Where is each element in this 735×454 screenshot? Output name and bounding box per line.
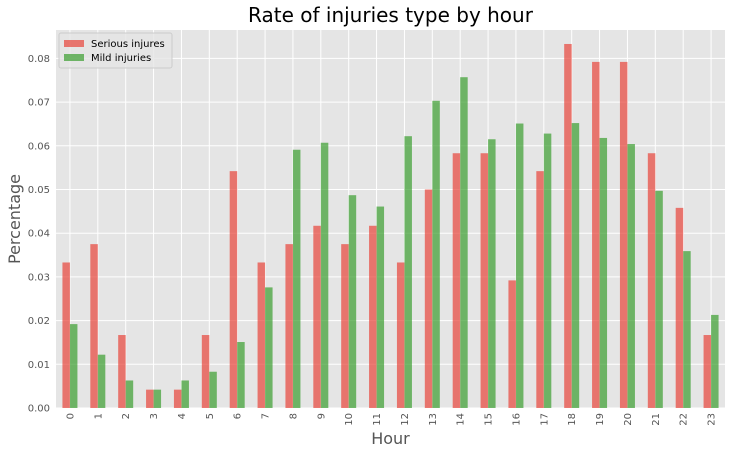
bar-serious [396,262,405,408]
legend-swatch-mild [64,54,84,61]
bar-mild [460,77,468,408]
bar-mild [209,371,217,408]
bar-serious [201,335,210,408]
y-tick-label: 0.03 [28,272,50,283]
x-tick-label: 7 [261,413,272,419]
bar-mild [711,314,719,408]
x-axis-title: Hour [371,429,410,448]
bar-mild [683,251,691,408]
bar-mild [515,123,524,409]
x-tick-label: 14 [456,413,467,426]
y-tick-label: 0.01 [28,360,50,371]
x-tick-label: 13 [428,413,439,426]
y-tick-label: 0.05 [28,185,50,196]
bar-serious [118,335,126,408]
bar-serious [229,171,238,408]
bar-serious [146,389,154,408]
plot-area [56,30,725,408]
x-tick-label: 11 [372,413,383,426]
legend: Serious injures Mild injuries [58,32,173,69]
bar-mild [599,137,608,409]
x-axis-ticks: 0 1 2 3 4 5 6 7 8 9 10 11 12 13 14 15 16 17 18 19 20 21 22 23 [65,413,717,426]
x-tick-label: 3 [149,413,160,419]
bar-serious [313,225,321,408]
bar-serious [647,153,656,408]
bar-serious [341,244,349,408]
x-tick-label: 21 [651,413,662,426]
bar-serious [369,225,377,408]
bar-mild [265,287,273,408]
y-tick-label: 0.08 [28,54,50,65]
bar-serious [90,244,98,408]
x-tick-label: 2 [121,413,132,419]
bar-serious [62,262,70,408]
bar-mild [543,133,552,408]
y-axis-ticks: 0.00 0.01 0.02 0.03 0.04 0.05 0.06 0.07 0.08 [28,54,50,415]
bar-serious [285,244,293,408]
x-tick-label: 1 [93,413,104,419]
x-tick-label: 10 [344,413,355,426]
bar-mild [97,354,106,408]
x-tick-label: 23 [707,413,718,426]
bar-serious [257,262,266,408]
bar-mild [404,136,412,409]
bar-mild [571,123,580,408]
legend-box [58,32,173,69]
bar-mild [348,195,357,408]
x-tick-label: 18 [567,413,578,426]
chart-title: Rate of injuries type by hour [248,3,534,27]
x-tick-label: 19 [595,413,606,426]
bar-serious [480,153,489,408]
x-tick-label: 20 [623,413,634,426]
x-tick-label: 17 [539,413,550,426]
x-tick-label: 6 [233,413,244,419]
bar-serious [564,43,572,408]
bar-serious [675,207,684,408]
legend-label-mild: Mild injuries [91,53,151,64]
x-tick-label: 15 [484,413,495,426]
bar-mild [125,380,134,408]
bar-mild [627,144,635,409]
y-axis-title: Percentage [5,174,24,264]
bar-mild [292,149,301,408]
bar-mild [153,389,162,408]
x-tick-label: 12 [400,413,411,426]
y-tick-label: 0.02 [28,316,50,327]
bar-mild [181,380,189,408]
x-tick-label: 16 [511,413,522,426]
x-tick-label: 8 [288,413,299,419]
x-tick-label: 9 [316,413,327,419]
bar-serious [703,335,712,408]
bar-mild [655,190,663,408]
legend-label-serious: Serious injures [91,39,165,50]
bar-serious [536,171,544,408]
y-tick-label: 0.00 [28,404,50,415]
bar-serious [424,189,433,408]
x-tick-label: 4 [177,413,188,419]
bar-serious [452,153,461,408]
bar-mild [237,342,245,408]
bar-mild [488,139,496,409]
x-tick-label: 22 [679,413,690,426]
bar-mild [320,142,329,408]
bar-serious [173,389,182,408]
x-tick-label: 5 [205,413,216,419]
y-tick-label: 0.04 [28,229,50,240]
bar-serious [592,61,600,409]
bar-mild [376,206,385,408]
bar-serious [508,280,516,408]
x-tick-label: 0 [65,413,76,419]
y-tick-label: 0.07 [28,98,50,109]
bars [62,43,719,409]
legend-swatch-serious [64,40,84,47]
bar-mild [432,100,440,408]
bar-mild [69,324,78,408]
y-tick-label: 0.06 [28,141,50,152]
bar-serious [619,61,628,409]
